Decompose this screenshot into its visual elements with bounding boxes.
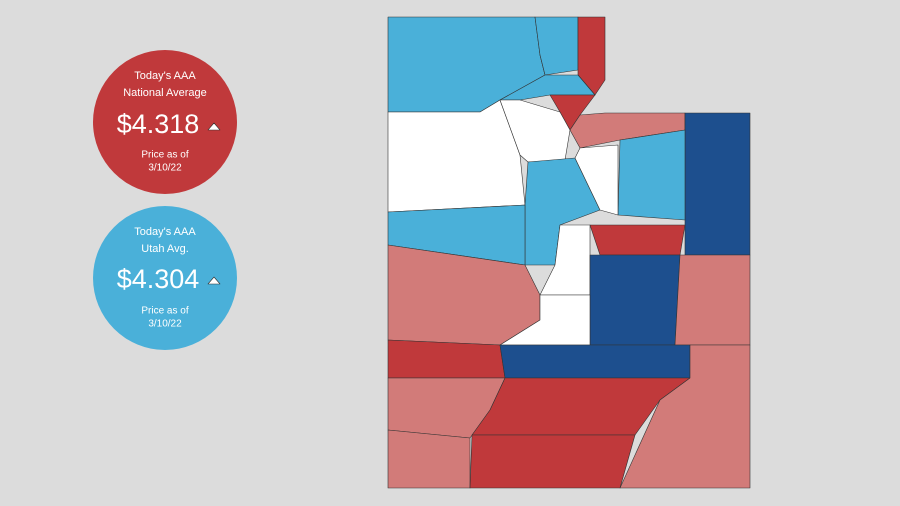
county — [499, 99, 571, 163]
utah-card: Today's AAA Utah Avg. $4.304 Price as of… — [93, 206, 237, 350]
county — [674, 254, 751, 346]
county — [499, 344, 691, 379]
card-circle — [93, 206, 237, 350]
utah-map — [387, 16, 751, 489]
card-note: 3/10/22 — [148, 163, 182, 174]
card-note: Price as of — [141, 150, 188, 161]
county — [574, 144, 619, 216]
county — [387, 99, 526, 213]
card-note: Price as of — [141, 306, 188, 317]
card-heading: National Average — [123, 87, 207, 99]
county — [684, 112, 751, 256]
card-price: $4.318 — [117, 109, 200, 139]
county — [387, 339, 506, 379]
up-arrow — [207, 276, 221, 285]
county — [534, 16, 579, 76]
card-circle — [93, 50, 237, 194]
county — [577, 16, 606, 96]
county — [589, 254, 681, 346]
card-heading: Utah Avg. — [141, 243, 189, 255]
card-note: 3/10/22 — [148, 319, 182, 330]
national-card: Today's AAA National Average $4.318 Pric… — [93, 50, 237, 194]
card-heading: Today's AAA — [134, 70, 196, 82]
county — [617, 129, 686, 221]
county — [589, 224, 686, 256]
county — [469, 434, 636, 489]
up-arrow — [207, 122, 221, 131]
card-price: $4.304 — [117, 264, 200, 294]
card-heading: Today's AAA — [134, 226, 196, 238]
county — [387, 429, 471, 489]
